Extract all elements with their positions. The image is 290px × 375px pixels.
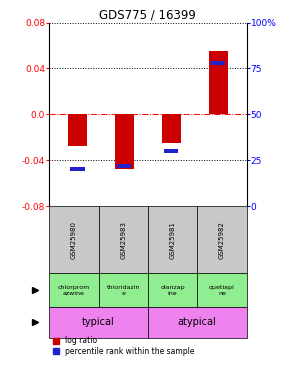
Text: quetiapi
ne: quetiapi ne (209, 285, 235, 296)
Bar (164, 149, 178, 153)
Bar (68, 114, 87, 146)
Legend: log ratio, percentile rank within the sample: log ratio, percentile rank within the sa… (53, 336, 195, 356)
Text: chlorprom
azwine: chlorprom azwine (58, 285, 90, 296)
Bar (49, 307, 148, 338)
Bar (162, 114, 181, 143)
Text: GSM25980: GSM25980 (71, 221, 77, 259)
Bar (148, 307, 246, 338)
Bar (197, 206, 246, 273)
Bar (99, 206, 148, 273)
Text: GSM25981: GSM25981 (170, 221, 175, 259)
Text: GSM25982: GSM25982 (219, 221, 225, 259)
Bar (49, 206, 99, 273)
Text: thioridazin
e: thioridazin e (106, 285, 140, 296)
Bar (211, 61, 225, 65)
Bar (49, 273, 99, 307)
Text: GSM25983: GSM25983 (120, 221, 126, 259)
Bar (117, 164, 131, 168)
Bar (70, 167, 84, 171)
Text: olanzap
ine: olanzap ine (160, 285, 185, 296)
Bar (209, 51, 228, 114)
Bar (99, 273, 148, 307)
Bar (148, 206, 197, 273)
Bar (197, 273, 246, 307)
Bar (148, 273, 197, 307)
Title: GDS775 / 16399: GDS775 / 16399 (99, 8, 196, 21)
Bar (115, 114, 134, 170)
Text: atypical: atypical (178, 317, 217, 327)
Text: typical: typical (82, 317, 115, 327)
